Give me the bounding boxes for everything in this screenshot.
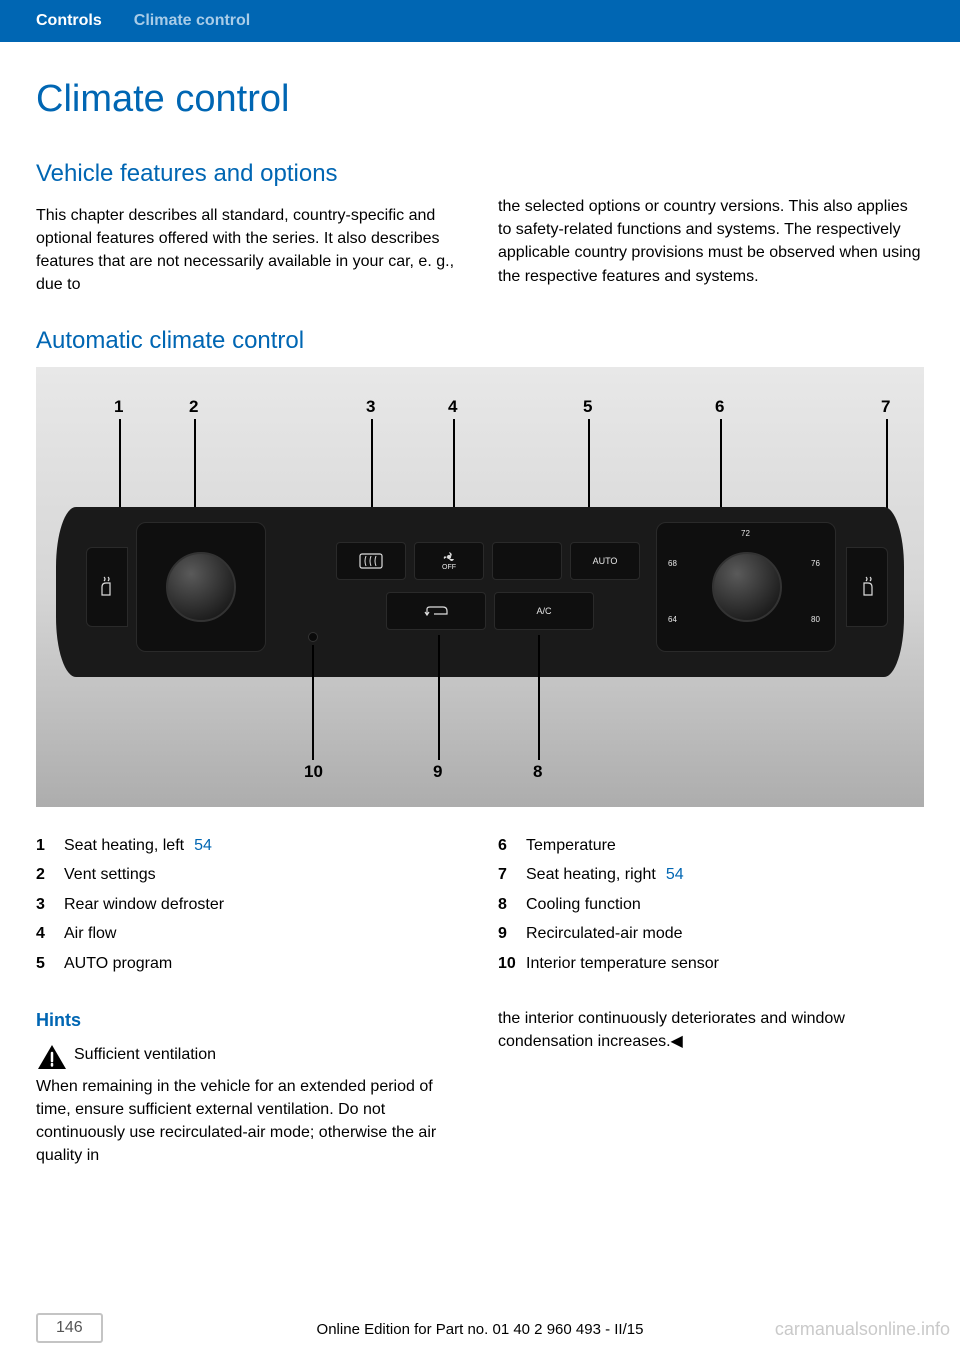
legend-item: 5AUTO program bbox=[36, 949, 462, 979]
legend-right: 6Temperature 7Seat heating, right54 8Coo… bbox=[498, 831, 924, 979]
auto-label: AUTO bbox=[593, 556, 618, 566]
header-section: Controls bbox=[36, 12, 102, 30]
features-section: Vehicle features and options This chapte… bbox=[36, 157, 924, 297]
callout-6: 6 bbox=[715, 397, 724, 417]
temp-76: 76 bbox=[811, 559, 820, 568]
callout-line bbox=[438, 635, 440, 760]
callout-2: 2 bbox=[189, 397, 198, 417]
spacer-button bbox=[492, 542, 562, 580]
legend: 1Seat heating, left54 2Vent settings 3Re… bbox=[36, 831, 924, 979]
hints-body-right: the interior continuously deteriorates a… bbox=[498, 1007, 924, 1053]
off-label: OFF bbox=[442, 564, 456, 571]
callout-5: 5 bbox=[583, 397, 592, 417]
recirculate-button bbox=[386, 592, 486, 630]
legend-item: 7Seat heating, right54 bbox=[498, 860, 924, 890]
vent-knob bbox=[166, 552, 236, 622]
temp-sensor bbox=[308, 632, 318, 642]
page-ref: 54 bbox=[194, 837, 212, 854]
page-title: Climate control bbox=[36, 78, 924, 121]
hints-right: the interior continuously deteriorates a… bbox=[498, 1007, 924, 1168]
features-col-right: the selected options or country versions… bbox=[498, 157, 924, 297]
warning-icon bbox=[36, 1043, 68, 1071]
callout-7: 7 bbox=[881, 397, 890, 417]
header-bar: Controls Climate control bbox=[0, 0, 960, 42]
callout-8: 8 bbox=[533, 762, 542, 782]
rear-defrost-icon bbox=[358, 552, 384, 570]
auto-button: AUTO bbox=[570, 542, 640, 580]
legend-item: 10Interior temperature sensor bbox=[498, 949, 924, 979]
ac-label: A/C bbox=[536, 606, 551, 616]
recirculate-icon bbox=[421, 604, 451, 618]
hints-heading: Hints bbox=[36, 1007, 462, 1033]
hints-section: Hints Sufficient ventilation When remain… bbox=[36, 1007, 924, 1168]
legend-item: 6Temperature bbox=[498, 831, 924, 861]
rear-defrost-button bbox=[336, 542, 406, 580]
seat-heat-left-button bbox=[86, 547, 128, 627]
temp-72: 72 bbox=[741, 529, 750, 538]
callout-line bbox=[538, 635, 540, 760]
watermark: carmanualsonline.info bbox=[775, 1319, 950, 1340]
airflow-button: OFF bbox=[414, 542, 484, 580]
climate-diagram: 1 2 3 4 5 6 7 OFF AUTO bbox=[36, 367, 924, 807]
legend-item: 4Air flow bbox=[36, 919, 462, 949]
features-text-left: This chapter describes all standard, cou… bbox=[36, 204, 462, 297]
ac-button: A/C bbox=[494, 592, 594, 630]
legend-left: 1Seat heating, left54 2Vent settings 3Re… bbox=[36, 831, 462, 979]
temp-80: 80 bbox=[811, 615, 820, 624]
header-subsection: Climate control bbox=[134, 12, 250, 30]
features-text-right: the selected options or country versions… bbox=[498, 195, 924, 288]
seat-heat-icon bbox=[98, 575, 116, 599]
callout-4: 4 bbox=[448, 397, 457, 417]
legend-item: 1Seat heating, left54 bbox=[36, 831, 462, 861]
hints-body-left: When remaining in the vehicle for an ex­… bbox=[36, 1075, 462, 1168]
callout-9: 9 bbox=[433, 762, 442, 782]
legend-item: 9Recirculated-air mode bbox=[498, 919, 924, 949]
seat-heat-right-button bbox=[846, 547, 888, 627]
features-heading: Vehicle features and options bbox=[36, 157, 462, 192]
legend-item: 2Vent settings bbox=[36, 860, 462, 890]
callout-3: 3 bbox=[366, 397, 375, 417]
callout-1: 1 bbox=[114, 397, 123, 417]
legend-item: 8Cooling function bbox=[498, 890, 924, 920]
page-ref: 54 bbox=[666, 866, 684, 883]
legend-item: 3Rear window defroster bbox=[36, 890, 462, 920]
warning-block: Sufficient ventilation When remaining in… bbox=[36, 1043, 462, 1168]
callout-line bbox=[312, 645, 314, 760]
callout-10: 10 bbox=[304, 762, 323, 782]
page-number: 146 bbox=[36, 1313, 103, 1343]
hints-left: Hints Sufficient ventilation When remain… bbox=[36, 1007, 462, 1168]
temp-knob bbox=[712, 552, 782, 622]
content: Climate control Vehicle features and opt… bbox=[0, 42, 960, 1167]
fan-icon bbox=[441, 551, 457, 563]
temp-68: 68 bbox=[668, 559, 677, 568]
auto-climate-heading: Automatic climate control bbox=[36, 327, 924, 355]
features-col-left: Vehicle features and options This chapte… bbox=[36, 157, 462, 297]
hints-title: Sufficient ventilation bbox=[74, 1046, 216, 1063]
seat-heat-icon bbox=[858, 575, 876, 599]
temp-64: 64 bbox=[668, 615, 677, 624]
